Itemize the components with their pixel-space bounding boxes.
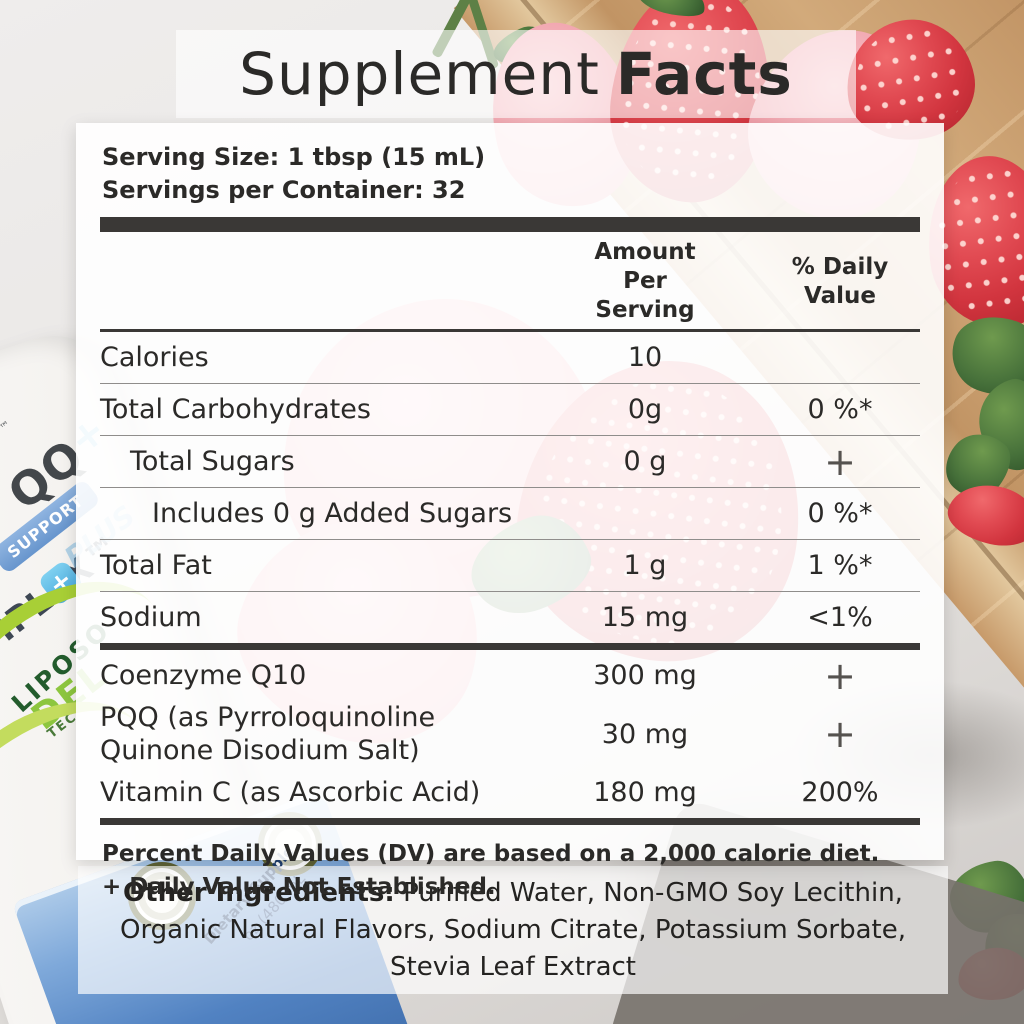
nutrient-amount: 10 <box>627 342 663 373</box>
nutrient-daily-value: 0 %* <box>807 498 873 529</box>
nutrient-amount: 15 mg <box>601 602 689 633</box>
divider-heavy <box>100 217 920 232</box>
nutrient-daily-value: <1% <box>807 602 873 633</box>
table-row: Total Fat 1 g 1 %* <box>100 540 920 592</box>
nutrient-amount: 30 mg <box>601 718 689 750</box>
nutrient-daily-value: + <box>824 439 856 484</box>
other-ingredients-strip: Other Ingredients: Purified Water, Non-G… <box>78 866 948 994</box>
header-percent-daily-value: % Daily Value <box>791 253 889 309</box>
table-row: Total Carbohydrates 0g 0 %* <box>100 384 920 436</box>
table-row: Coenzyme Q10 300 mg + <box>100 650 920 701</box>
serving-size: Serving Size: 1 tbsp (15 mL) <box>102 143 486 171</box>
nutrient-amount: 0 g <box>623 446 667 477</box>
table-row: Total Sugars 0 g + <box>100 436 920 488</box>
other-ingredients-label: Other Ingredients: <box>123 877 395 908</box>
nutrient-daily-value: + <box>824 653 856 698</box>
nutrient-name: Total Sugars <box>130 446 295 477</box>
table-row: Calories 10 <box>100 332 920 384</box>
table-row: PQQ (as Pyrroloquinoline Quinone Disodiu… <box>100 701 920 767</box>
nutrient-name: Vitamin C (as Ascorbic Acid) <box>100 777 481 808</box>
header-amount-per-serving: Amount Per Serving <box>594 239 696 323</box>
nutrient-name: Total Carbohydrates <box>100 394 371 425</box>
page-title-bold: Facts <box>615 40 793 108</box>
servings-per-container: Servings per Container: 32 <box>102 176 466 204</box>
table-row: Includes 0 g Added Sugars 0 %* <box>100 488 920 540</box>
nutrient-name: Total Fat <box>100 550 212 581</box>
nutrient-amount: 180 mg <box>593 777 697 808</box>
table-header: Amount Per Serving % Daily Value <box>100 232 920 332</box>
nutrient-name: Sodium <box>100 602 202 633</box>
nutrient-amount: 0g <box>627 394 663 425</box>
nutrient-daily-value: 1 %* <box>807 550 873 581</box>
title-banner: Supplement Facts <box>176 30 856 118</box>
nutrient-name: PQQ (as Pyrroloquinoline Quinone Disodiu… <box>100 702 436 766</box>
nutrient-name: Coenzyme Q10 <box>100 660 307 691</box>
nutrient-daily-value: + <box>824 712 856 756</box>
nutrient-daily-value: 0 %* <box>807 394 873 425</box>
footnote-daily-values: Percent Daily Values (DV) are based on a… <box>102 841 880 867</box>
nutrient-daily-value: 200% <box>801 777 879 808</box>
footnote-not-established: + Daily Value Not Established. <box>102 874 496 900</box>
page-title: Supplement <box>239 40 600 108</box>
nutrient-name: Calories <box>100 342 209 373</box>
nutrient-amount: 1 g <box>623 550 667 581</box>
nutrient-amount: 300 mg <box>593 660 697 691</box>
nutrient-name: Includes 0 g Added Sugars <box>152 498 513 529</box>
table-row: Vitamin C (as Ascorbic Acid) 180 mg 200% <box>100 767 920 825</box>
table-row: Sodium 15 mg <1% <box>100 592 920 650</box>
supplement-facts-panel: Serving Size: 1 tbsp (15 mL) Servings pe… <box>76 123 944 900</box>
facts-table: Calories 10 Total Carbohydrates 0g 0 %* … <box>100 332 920 825</box>
other-ingredients-text: Purified Water, Non-GMO Soy Lecithin, Or… <box>119 877 907 982</box>
